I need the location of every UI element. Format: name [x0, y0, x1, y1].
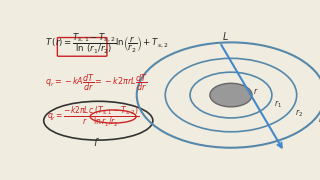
- Text: $f$: $f$: [93, 136, 100, 148]
- Text: $r_3$: $r_3$: [318, 115, 320, 126]
- Text: $r_1$: $r_1$: [274, 99, 282, 110]
- Text: $r$: $r$: [253, 86, 258, 96]
- Text: $T\,(r) = \dfrac{T_{s,1} - T_{s,2}}{\ln\,(r_1/r_2)}\ln\!\left(\dfrac{r}{r_2}\rig: $T\,(r) = \dfrac{T_{s,1} - T_{s,2}}{\ln\…: [45, 31, 169, 56]
- Circle shape: [210, 83, 252, 107]
- Text: $\mathit{q_r} = -kA\dfrac{dT}{dr} = -k2\pi r L \dfrac{dT}{dr}$: $\mathit{q_r} = -kA\dfrac{dT}{dr} = -k2\…: [45, 73, 148, 93]
- Text: $L$: $L$: [222, 30, 229, 42]
- Text: $\mathit{q_r} = \dfrac{-k2\pi Lc\;(T_{s,1}-T_{s,2})}{r \quad \ln r_1/r_2}$: $\mathit{q_r} = \dfrac{-k2\pi Lc\;(T_{s,…: [47, 105, 140, 129]
- Text: $r_2$: $r_2$: [295, 107, 303, 119]
